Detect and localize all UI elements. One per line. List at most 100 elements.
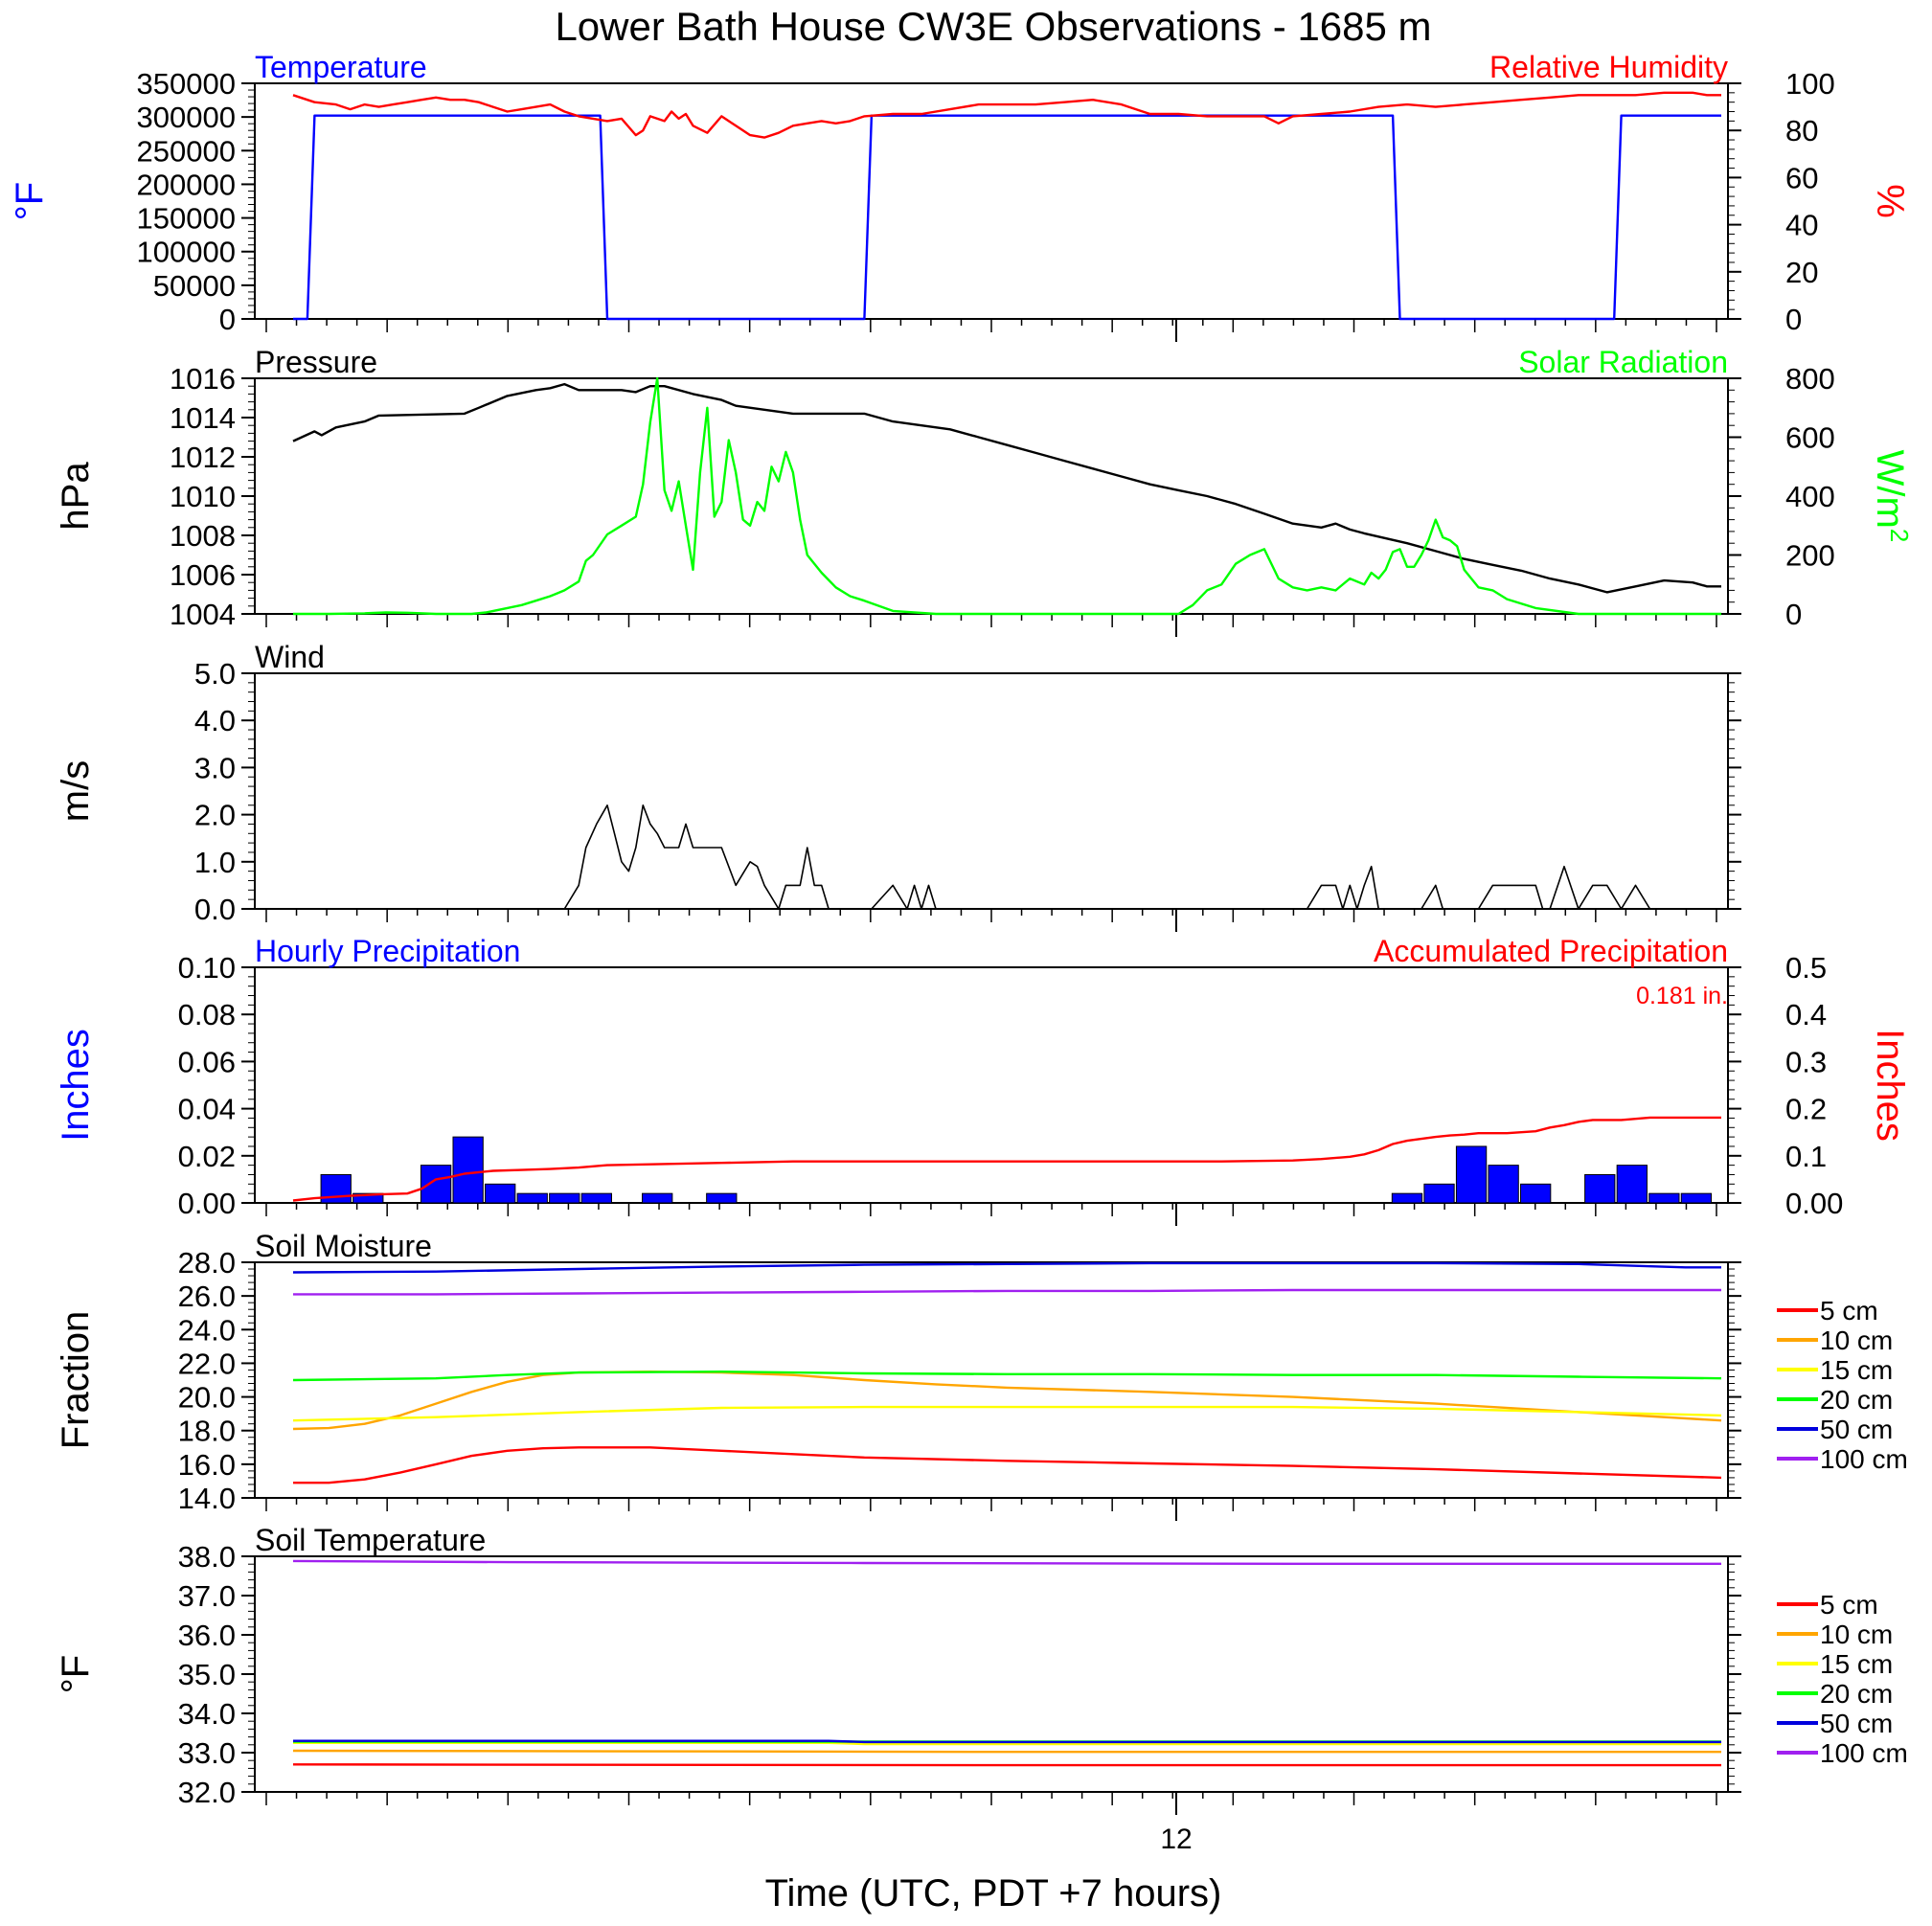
legend-label: 10 cm [1820,1620,1893,1649]
panels: 0500001000001500002000002500003000003500… [9,50,1914,1815]
precip-bar [1648,1192,1680,1204]
precip-bar [320,1173,352,1204]
precip-bar [1680,1192,1713,1204]
x-tick-label: 12 [1160,1824,1192,1855]
legend-label: 15 cm [1820,1649,1893,1679]
series-line-10-cm [292,1749,1721,1754]
plot-frame [254,1261,1729,1499]
y-tick-label-right: 80 [1785,114,1818,147]
series-line-relative-humidity [292,91,1721,139]
y-tick-label-left: 34.0 [178,1697,236,1731]
series-line-temperature [293,114,1721,321]
y-tick-label-right: 60 [1785,161,1818,194]
y-axis-label-right-sup: 2 [1885,529,1914,542]
plot-frame [254,377,1729,615]
panel-temp_rh: 0500001000001500002000002500003000003500… [9,50,1911,342]
series-line-20-cm [292,1371,1722,1382]
panel-soil_temperature: 32.0 33.0 34.0 35.0 36.0 37.0 38.0 Soil Tempera… [55,1523,1908,1815]
y-tick-label-left: 350000 [137,67,236,101]
y-tick-label-left: 200000 [137,168,236,201]
y-tick-label-left: 0.02 [178,1140,236,1173]
legend-label: 100 cm [1820,1738,1908,1768]
y-tick-label-left: 4.0 [194,704,236,737]
y-axis-label-left: Inches [55,1029,97,1142]
y-tick-label-right: 0.1 [1785,1140,1827,1173]
y-axis-label-right: Inches [1869,1029,1911,1142]
y-tick-label-right: 40 [1785,209,1818,242]
legend-label: 5 cm [1820,1296,1878,1326]
y-tick-label-left: 1010 [170,480,236,513]
y-tick-label-left: 0.0 [194,893,236,926]
precip-bar [580,1192,612,1204]
legend-label: 20 cm [1820,1385,1893,1415]
y-tick-label-left: 300000 [137,101,236,134]
y-tick-label-left: 28.0 [178,1246,236,1280]
y-tick-label-left: 36.0 [178,1619,236,1652]
y-tick-label-left: 18.0 [178,1415,236,1448]
series-line-pressure [292,382,1721,594]
y-tick-label-right: 800 [1785,362,1835,396]
y-tick-label-right: 100 [1785,67,1835,101]
y-tick-label-left: 1014 [170,401,236,435]
y-tick-label-left: 0.08 [178,998,236,1031]
plot-frame [254,672,1729,910]
y-tick-label-left: 16.0 [178,1448,236,1482]
y-axis-label-left: Fraction [55,1311,97,1450]
y-tick-label-left: 0 [219,303,236,336]
y-tick-label-left: 1016 [170,362,236,396]
y-tick-label-left: 22.0 [178,1347,236,1380]
series-line-15-cm [292,1405,1722,1422]
y-tick-label-left: 1008 [170,519,236,553]
panel-title-left: Hourly Precipitation [255,934,520,968]
chart-title: Lower Bath House CW3E Observations - 168… [555,4,1431,49]
panel-title-right: Solar Radiation [1518,345,1728,379]
plot-frame [254,82,1729,320]
legend-label: 5 cm [1820,1590,1878,1620]
series-line-wind [293,804,1721,910]
panel-title-left: Pressure [255,345,377,379]
y-tick-label-left: 1012 [170,441,236,474]
panel-title-left: Wind [255,640,325,674]
x-axis-label: Time (UTC, PDT +7 hours) [765,1872,1222,1915]
precip-bar [516,1192,548,1204]
precip-bar [420,1165,452,1204]
y-tick-label-right: 20 [1785,256,1818,289]
y-tick-label-left: 150000 [137,202,236,236]
legend-label: 50 cm [1820,1709,1893,1738]
legend-label: 100 cm [1820,1444,1908,1474]
precip-bar [452,1136,484,1204]
precip-bar [1423,1183,1455,1204]
y-tick-label-right: 0.00 [1785,1187,1843,1220]
y-tick-label-right: 0 [1785,303,1802,336]
y-tick-label-left: 1006 [170,558,236,592]
precip-bar [706,1192,738,1204]
y-tick-label-right: 0.3 [1785,1045,1827,1078]
y-tick-label-left: 100000 [137,236,236,269]
y-tick-label-left: 0.00 [178,1187,236,1220]
series-line-solar-radiation [293,376,1721,616]
y-tick-label-left: 37.0 [178,1579,236,1613]
precip-bar [1391,1192,1423,1204]
precip-bar [1616,1165,1648,1204]
y-tick-label-left: 0.10 [178,951,236,985]
y-axis-label-left: °F [55,1655,97,1693]
y-tick-label-left: 0.04 [178,1093,236,1126]
y-tick-label-left: 38.0 [178,1540,236,1574]
accumulated-total: 0.181 in. [1636,983,1728,1009]
series-line-50-cm [293,1739,1721,1744]
precip-bar [642,1192,673,1204]
y-tick-label-right: 200 [1785,539,1835,573]
panel-title-left: Temperature [255,50,427,84]
plot-frame [254,1555,1729,1793]
y-tick-label-left: 33.0 [178,1736,236,1770]
series-line-100-cm [293,1288,1721,1296]
series-line-accumulated-precipitation [292,1116,1721,1202]
y-tick-label-right: 0.2 [1785,1093,1827,1126]
y-axis-label-left: hPa [55,462,97,531]
panel-title-left: Soil Moisture [255,1229,432,1263]
legend-label: 50 cm [1820,1415,1893,1444]
y-axis-label-left: m/s [55,760,97,822]
y-tick-label-left: 14.0 [178,1482,236,1515]
series-line-15-cm [293,1741,1721,1746]
